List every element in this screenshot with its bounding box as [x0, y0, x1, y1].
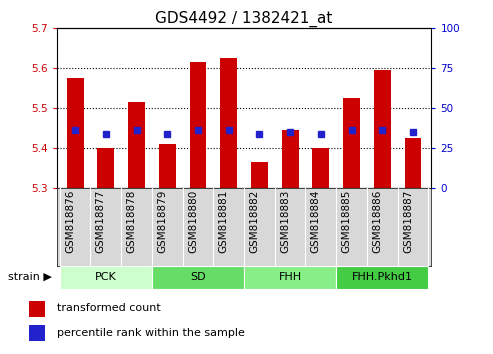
Text: GSM818882: GSM818882 — [249, 190, 259, 253]
Bar — [67, 78, 84, 188]
Bar — [244, 266, 336, 289]
Text: FHH: FHH — [279, 272, 302, 282]
Bar — [128, 102, 145, 188]
Bar — [29, 325, 45, 341]
Bar — [220, 58, 237, 188]
Text: FHH.Pkhd1: FHH.Pkhd1 — [352, 272, 413, 282]
Text: transformed count: transformed count — [57, 303, 161, 313]
Text: GSM818878: GSM818878 — [127, 190, 137, 253]
Bar — [336, 266, 428, 289]
Text: GSM818885: GSM818885 — [342, 190, 352, 253]
Bar — [189, 62, 207, 188]
Text: PCK: PCK — [95, 272, 117, 282]
Text: GSM818886: GSM818886 — [372, 190, 382, 253]
Text: strain ▶: strain ▶ — [8, 272, 52, 282]
Text: SD: SD — [190, 272, 206, 282]
Text: GSM818879: GSM818879 — [157, 190, 167, 253]
Bar — [404, 138, 422, 188]
Title: GDS4492 / 1382421_at: GDS4492 / 1382421_at — [155, 11, 333, 27]
Text: GSM818887: GSM818887 — [403, 190, 413, 253]
Text: GSM818884: GSM818884 — [311, 190, 321, 253]
Bar — [374, 70, 390, 188]
Text: GSM818876: GSM818876 — [65, 190, 75, 253]
Text: GSM818883: GSM818883 — [280, 190, 290, 253]
Bar — [98, 148, 114, 188]
Bar — [152, 266, 244, 289]
Bar — [343, 98, 360, 188]
Bar — [29, 301, 45, 317]
Text: GSM818877: GSM818877 — [96, 190, 106, 253]
Text: GSM818881: GSM818881 — [219, 190, 229, 253]
Bar — [313, 148, 329, 188]
Bar — [251, 162, 268, 188]
Text: GSM818880: GSM818880 — [188, 190, 198, 253]
Bar — [282, 130, 299, 188]
Bar — [60, 266, 152, 289]
Bar — [159, 144, 176, 188]
Text: percentile rank within the sample: percentile rank within the sample — [57, 328, 245, 338]
